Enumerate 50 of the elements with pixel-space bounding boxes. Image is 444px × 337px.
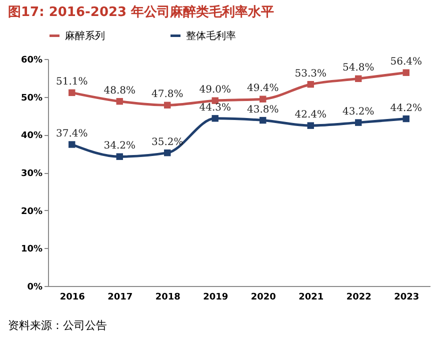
point <box>355 75 362 82</box>
data-label: 44.2% <box>390 102 422 114</box>
data-label: 51.1% <box>56 76 88 88</box>
point <box>212 115 218 122</box>
point <box>355 119 362 126</box>
y-tick-label: 0% <box>27 282 42 292</box>
legend-label: 整体毛利率 <box>186 30 236 42</box>
x-tick-label: 2017 <box>108 292 133 302</box>
data-label: 54.8% <box>342 62 374 74</box>
data-label: 47.8% <box>151 89 184 100</box>
data-label: 43.2% <box>342 106 374 118</box>
point <box>164 102 171 109</box>
data-label: 56.4% <box>390 56 422 68</box>
point <box>68 141 76 148</box>
y-tick-label: 30% <box>20 169 42 179</box>
point <box>307 122 314 129</box>
data-label: 49.0% <box>199 84 232 96</box>
x-tick-label: 2021 <box>298 292 324 302</box>
data-label: 43.8% <box>246 104 279 116</box>
data-label: 34.2% <box>104 140 136 152</box>
x-tick-label: 2018 <box>155 292 180 302</box>
data-label: 53.3% <box>294 68 327 80</box>
chart-title: 图17: 2016-2023 年公司麻醉类毛利率水平 <box>8 4 274 20</box>
point <box>260 116 266 124</box>
point <box>307 80 314 88</box>
x-tick-label: 2019 <box>203 292 228 302</box>
point <box>260 96 266 102</box>
x-tick-label: 2023 <box>394 292 420 302</box>
data-label: 35.2% <box>151 136 184 148</box>
legend-label: 麻醉系列 <box>65 30 105 42</box>
y-tick-label: 20% <box>20 206 42 217</box>
y-tick-label: 60% <box>20 56 42 66</box>
point <box>164 149 171 156</box>
data-label: 44.3% <box>199 102 232 114</box>
x-tick-label: 2016 <box>60 292 85 302</box>
y-tick-label: 50% <box>20 93 42 104</box>
data-label: 49.4% <box>246 83 279 94</box>
data-label: 37.4% <box>56 128 88 140</box>
point <box>68 89 76 96</box>
text: 资料来源：公司公告 <box>8 319 107 332</box>
y-tick-label: 40% <box>20 131 42 142</box>
x-tick-label: 2020 <box>250 292 276 302</box>
point <box>116 98 123 105</box>
data-label: 42.4% <box>294 110 327 121</box>
point <box>402 115 410 122</box>
point <box>116 153 123 160</box>
data-label: 48.8% <box>104 85 136 96</box>
point <box>402 69 410 76</box>
y-tick-label: 10% <box>20 244 42 255</box>
x-tick-label: 2022 <box>346 292 372 302</box>
